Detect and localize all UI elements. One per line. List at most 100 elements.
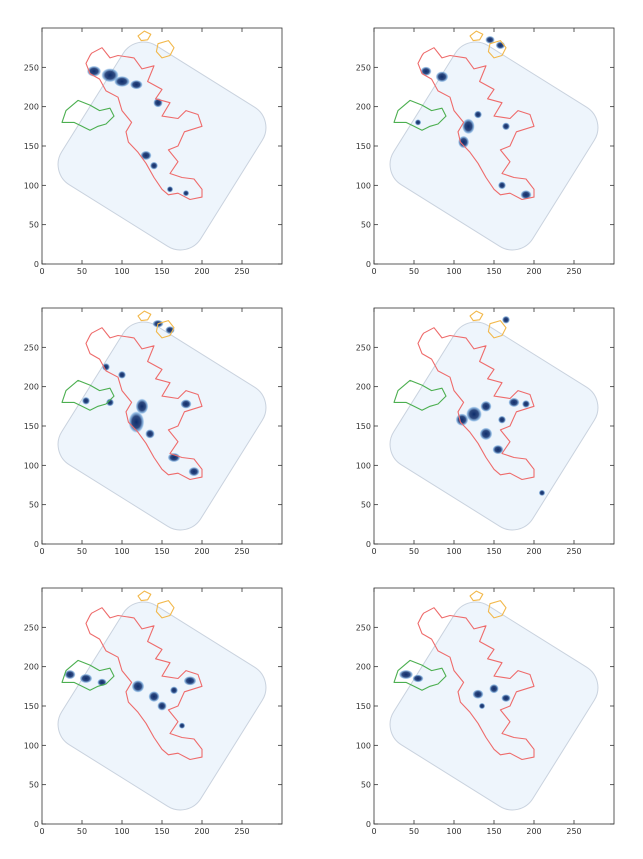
contour-orange xyxy=(487,40,507,59)
contour-orange xyxy=(487,600,507,619)
plot-area xyxy=(389,310,599,531)
x-tick-label: 250 xyxy=(566,267,581,276)
contour-red xyxy=(417,327,535,481)
x-tick-label: 100 xyxy=(114,547,129,556)
y-tick-label: 200 xyxy=(356,103,371,112)
contour-orange xyxy=(469,30,484,42)
x-tick-label: 250 xyxy=(566,547,581,556)
contour-green xyxy=(61,379,115,411)
density-blob xyxy=(472,689,484,699)
y-tick-label: 250 xyxy=(24,343,39,352)
x-tick-label: 0 xyxy=(39,547,44,556)
y-tick-label: 150 xyxy=(24,702,39,711)
density-blob xyxy=(131,680,145,693)
x-tick-label: 200 xyxy=(194,267,209,276)
density-blob xyxy=(170,686,178,695)
panel-row1-right: 0 50 100 150 200 250 0 50 100 150 200 250 xyxy=(356,27,615,276)
y-tick-label: 200 xyxy=(24,103,39,112)
density-blob xyxy=(501,694,511,703)
contour-orange xyxy=(155,600,175,619)
y-tick-label: 100 xyxy=(24,461,39,470)
density-blob xyxy=(64,669,76,680)
contour-orange xyxy=(469,590,484,602)
x-tick-label: 200 xyxy=(526,827,541,836)
density-blob xyxy=(188,466,200,477)
density-blob xyxy=(182,190,190,197)
density-blob xyxy=(145,429,155,439)
y-tick-label: 200 xyxy=(24,663,39,672)
contour-red xyxy=(417,47,535,201)
x-tick-label: 50 xyxy=(77,267,87,276)
density-blob xyxy=(180,399,192,409)
support-region xyxy=(57,321,267,531)
y-tick-label: 250 xyxy=(24,623,39,632)
x-tick-label: 0 xyxy=(371,547,376,556)
y-tick-label: 100 xyxy=(356,741,371,750)
density-blob xyxy=(492,444,504,455)
density-blob xyxy=(166,186,174,193)
y-tick-label: 200 xyxy=(24,383,39,392)
density-blob xyxy=(480,400,492,412)
y-tick-label: 0 xyxy=(366,260,371,269)
density-blob xyxy=(148,691,160,703)
contour-red xyxy=(85,607,203,761)
density-blob xyxy=(502,122,510,131)
y-tick-label: 250 xyxy=(356,343,371,352)
plot-area xyxy=(57,30,267,251)
density-blob xyxy=(462,118,475,135)
panel-row3-right: 0 50 100 150 200 250 0 50 100 150 200 250 xyxy=(356,587,615,836)
panel-row2-left: 0 50 100 150 200 250 0 50 100 150 200 250 xyxy=(24,307,283,556)
panel-row3-left: 0 50 100 150 200 250 0 50 100 150 200 250 xyxy=(24,587,283,836)
contour-green xyxy=(393,659,447,691)
y-tick-label: 0 xyxy=(34,260,39,269)
x-tick-label: 0 xyxy=(371,827,376,836)
y-tick-label: 50 xyxy=(29,221,39,230)
y-tick-label: 250 xyxy=(24,63,39,72)
density-blob xyxy=(130,79,143,90)
x-tick-label: 0 xyxy=(39,827,44,836)
contour-red xyxy=(85,327,203,481)
y-tick-label: 250 xyxy=(356,63,371,72)
x-tick-label: 50 xyxy=(77,827,87,836)
contour-green xyxy=(393,379,447,411)
density-blob xyxy=(435,71,449,83)
contour-orange xyxy=(137,30,152,42)
y-tick-label: 50 xyxy=(29,781,39,790)
x-tick-label: 200 xyxy=(194,827,209,836)
x-tick-label: 150 xyxy=(154,547,169,556)
x-tick-label: 200 xyxy=(526,267,541,276)
density-blob xyxy=(412,674,424,683)
density-blob xyxy=(538,489,546,497)
density-blob xyxy=(478,702,486,710)
plot-area xyxy=(389,590,599,811)
support-region xyxy=(57,41,267,251)
x-tick-label: 250 xyxy=(234,827,249,836)
y-tick-label: 100 xyxy=(356,461,371,470)
contour-green xyxy=(61,99,115,131)
y-tick-label: 150 xyxy=(24,422,39,431)
x-tick-label: 150 xyxy=(486,547,501,556)
density-blob xyxy=(101,68,119,83)
density-blob xyxy=(502,315,510,324)
x-tick-label: 100 xyxy=(446,267,461,276)
x-tick-label: 50 xyxy=(409,827,419,836)
contour-orange xyxy=(155,320,175,339)
density-blob xyxy=(498,415,506,424)
density-blob xyxy=(398,669,414,680)
density-blob xyxy=(118,370,126,379)
x-tick-label: 150 xyxy=(486,267,501,276)
y-tick-label: 250 xyxy=(356,623,371,632)
density-blob xyxy=(474,110,482,119)
density-blob xyxy=(466,406,482,423)
contour-green xyxy=(61,659,115,691)
density-blob xyxy=(102,363,110,371)
y-tick-label: 0 xyxy=(34,820,39,829)
x-tick-label: 50 xyxy=(77,547,87,556)
x-tick-label: 50 xyxy=(409,547,419,556)
y-tick-label: 100 xyxy=(356,181,371,190)
x-tick-label: 200 xyxy=(194,547,209,556)
x-tick-label: 250 xyxy=(234,547,249,556)
density-blob xyxy=(140,150,152,161)
density-blob xyxy=(498,181,506,190)
y-tick-label: 0 xyxy=(34,540,39,549)
